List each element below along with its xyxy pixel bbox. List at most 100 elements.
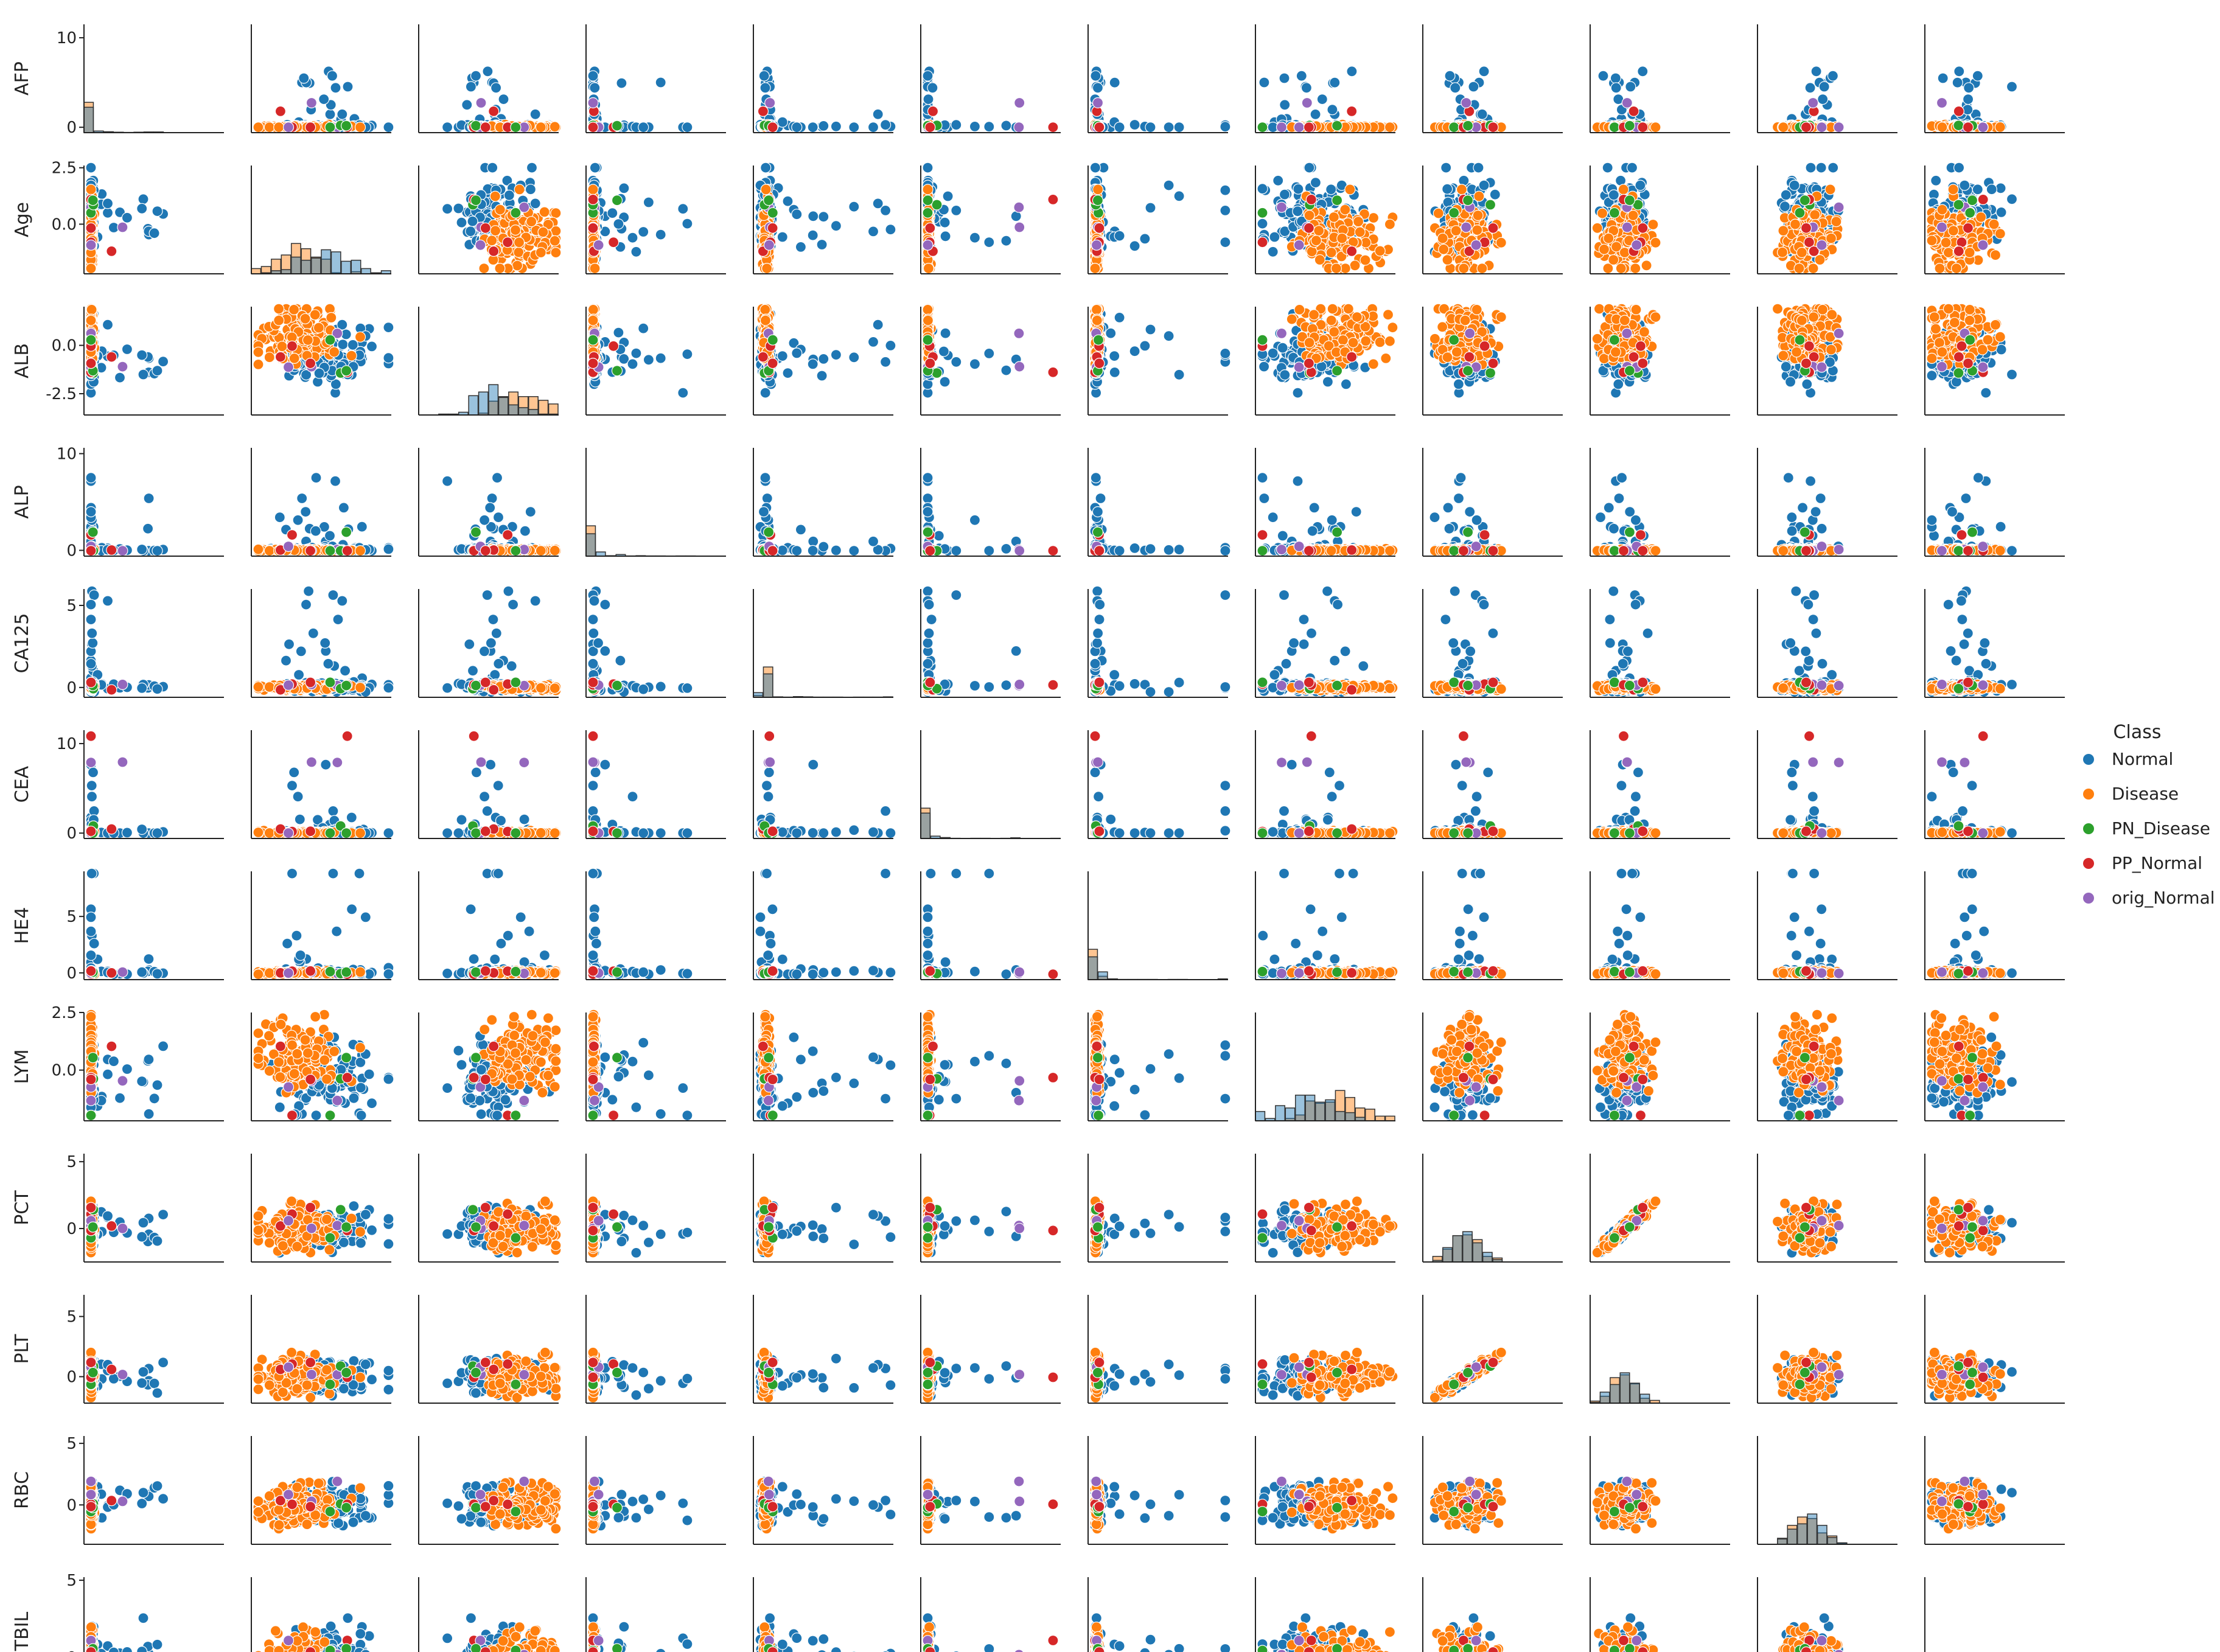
scatter-point (305, 122, 316, 133)
scatter-point (924, 222, 936, 234)
scatter-point (489, 225, 501, 237)
scatter-point (764, 97, 776, 109)
panel-AFP-vs-ALP (585, 24, 726, 133)
scatter-point (1173, 122, 1185, 133)
scatter-point (535, 246, 546, 259)
scatter-point (1597, 70, 1609, 82)
scatter-point (589, 162, 601, 173)
panel-Age-vs-PCT (1422, 162, 1563, 274)
scatter-point (1384, 122, 1395, 133)
scatter-point (607, 207, 618, 219)
scatter-point (983, 121, 995, 133)
scatter-point (510, 122, 522, 133)
scatter-point (1292, 206, 1304, 217)
scatter-point (763, 195, 775, 206)
scatter-point (1327, 104, 1338, 116)
panel-AFP-vs-HE4 (1087, 24, 1231, 133)
scatter-point (593, 239, 604, 251)
scatter-point (470, 195, 482, 206)
scatter-point (480, 222, 491, 234)
scatter-point (767, 207, 778, 218)
hist-bar (290, 256, 301, 274)
scatter-point (1000, 120, 1012, 131)
hist-bar (251, 268, 262, 274)
scatter-point (148, 228, 160, 239)
scatter-point (830, 220, 842, 232)
scatter-point (1473, 162, 1484, 173)
scatter-point (1487, 122, 1499, 133)
scatter-point (1092, 195, 1104, 206)
scatter-point (848, 201, 860, 212)
scatter-point (1433, 207, 1444, 219)
hist-bar (281, 269, 291, 274)
scatter-point (121, 212, 133, 223)
scatter-point (465, 81, 477, 92)
scatter-point (470, 70, 482, 82)
scatter-point (1332, 120, 1343, 131)
scatter-point (1817, 94, 1829, 105)
scatter-point (1114, 230, 1125, 242)
scatter-point (1625, 81, 1636, 92)
scatter-point (1304, 209, 1315, 221)
scatter-point (510, 207, 522, 218)
scatter-point (1314, 254, 1325, 266)
scatter-point (767, 122, 778, 133)
scatter-point (1804, 82, 1816, 94)
scatter-point (879, 119, 892, 131)
scatter-point (1092, 82, 1104, 94)
scatter-point (1109, 77, 1120, 88)
y-tick-label: 0.0 (52, 215, 77, 234)
scatter-point (1610, 82, 1622, 94)
scatter-point (264, 122, 275, 133)
scatter-point (1296, 70, 1307, 82)
scatter-point (138, 193, 149, 205)
scatter-point (511, 260, 523, 271)
scatter-point (106, 245, 117, 257)
scatter-point (791, 122, 803, 133)
scatter-point (340, 120, 352, 131)
scatter-point (282, 122, 295, 133)
scatter-point (940, 231, 951, 242)
scatter-point (1293, 183, 1304, 195)
panel-AFP-vs-TBIL (1924, 24, 2065, 133)
scatter-point (2006, 81, 2018, 92)
scatter-point (611, 120, 623, 131)
scatter-point (1139, 233, 1151, 245)
scatter-point (1461, 97, 1472, 109)
scatter-point (498, 94, 509, 105)
scatter-point (927, 105, 939, 117)
scatter-point (1220, 237, 1231, 248)
scatter-point (1346, 245, 1358, 257)
scatter-point (494, 204, 506, 215)
scatter-point (1374, 245, 1386, 257)
scatter-point (589, 82, 601, 94)
scatter-point (1173, 190, 1185, 202)
scatter-point (1257, 183, 1268, 195)
scatter-point (589, 263, 601, 274)
scatter-point (611, 195, 623, 206)
scatter-point (1092, 184, 1104, 195)
scatter-point (587, 122, 599, 133)
scatter-point (885, 224, 896, 235)
scatter-point (807, 229, 819, 241)
scatter-point (488, 245, 500, 257)
scatter-point (1936, 122, 1948, 133)
panel-Age-vs-LYM (1255, 162, 1398, 274)
scatter-point (613, 218, 624, 230)
panel-AFP-vs-RBC (1757, 24, 1897, 133)
scatter-point (1293, 239, 1305, 251)
scatter-point (1304, 162, 1315, 173)
scatter-point (939, 217, 951, 228)
scatter-point (1293, 122, 1305, 133)
scatter-point (1810, 66, 1822, 77)
scatter-point (1310, 177, 1321, 189)
scatter-point (487, 162, 498, 173)
y-axis-label: AFP (12, 61, 33, 96)
panel-Age-vs-HE4 (1087, 162, 1231, 274)
scatter-point (767, 222, 778, 234)
scatter-point (1114, 122, 1125, 133)
scatter-point (1952, 77, 1963, 88)
scatter-point (1360, 254, 1371, 266)
scatter-point (1047, 193, 1059, 205)
